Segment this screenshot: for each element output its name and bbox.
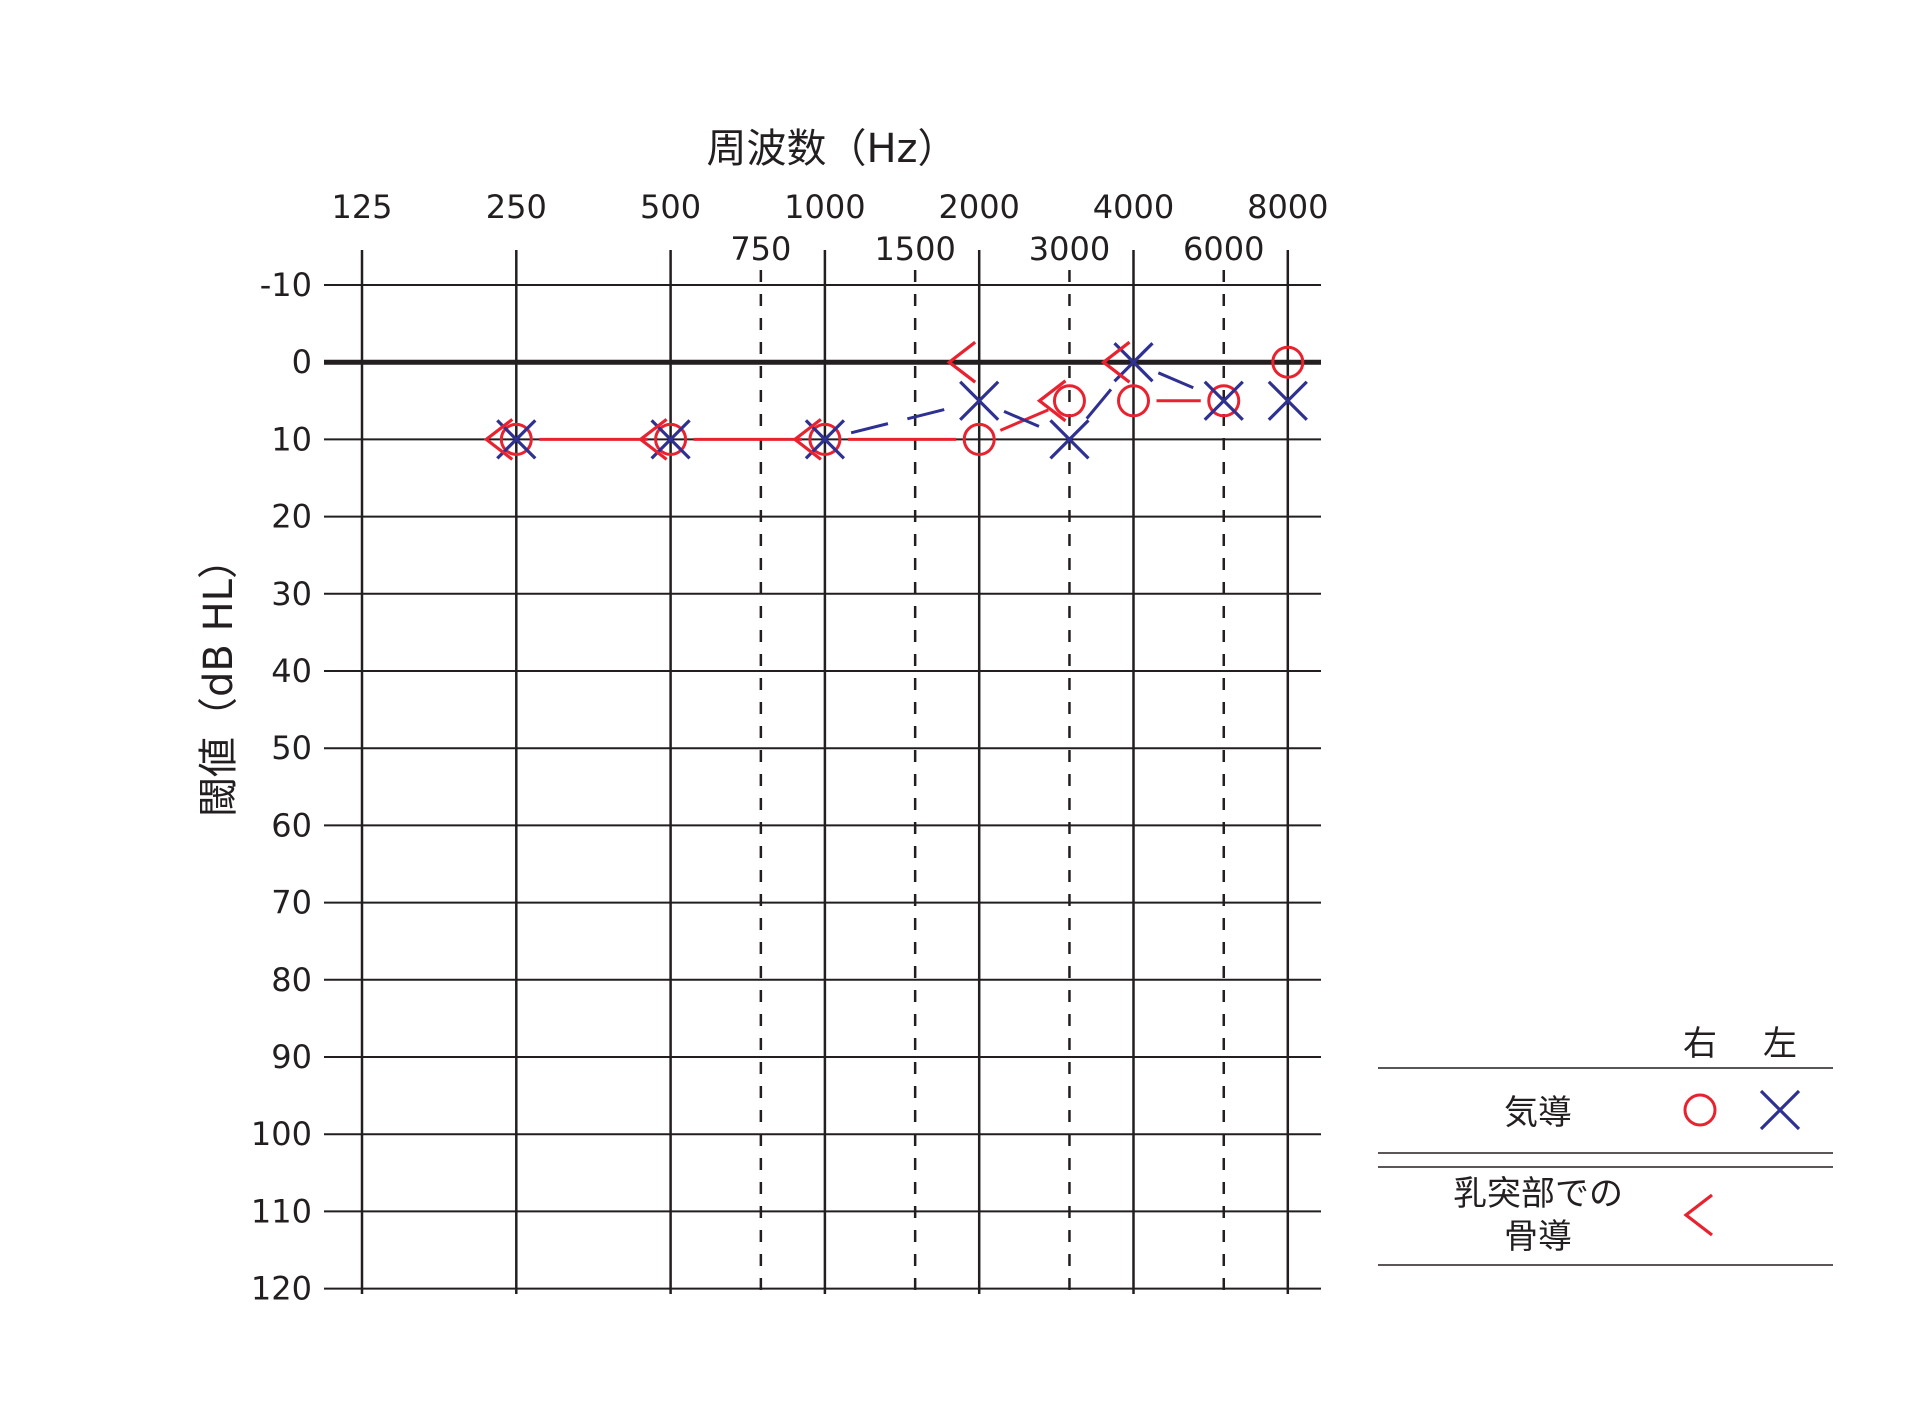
y-tick-label: 90: [271, 1038, 312, 1076]
x-tick-label: 3000: [1029, 230, 1110, 268]
marker-angle: [1036, 379, 1067, 423]
marker-circle: [962, 422, 996, 456]
series-markers: [483, 340, 1308, 461]
series-line-segment: [1003, 410, 1046, 431]
legend-row-bone-line1: 乳突部での: [1453, 1174, 1623, 1214]
series-line-segment: [1157, 371, 1200, 392]
y-tick-label: 10: [271, 420, 312, 458]
y-tick-label: 30: [271, 575, 312, 613]
legend: 右 左 気導 乳突部での 骨導: [1378, 1024, 1833, 1266]
x-tick-label: 500: [640, 188, 701, 226]
x-tick-label: 125: [331, 188, 392, 226]
x-tick-label: 250: [486, 188, 547, 226]
y-tick-label: 60: [271, 806, 312, 844]
marker-cross: [1049, 419, 1090, 460]
marker-cross: [1203, 380, 1244, 421]
marker-circle: [1271, 345, 1305, 379]
x-tick-label: 4000: [1093, 188, 1174, 226]
y-tick-label: 100: [251, 1115, 312, 1153]
legend-col-left: 左: [1763, 1024, 1797, 1064]
y-tick-label: 80: [271, 961, 312, 999]
y-tick-label: 70: [271, 884, 312, 922]
series-line-segment: [850, 405, 954, 435]
marker-circle: [499, 422, 533, 456]
x-tick-label: 1500: [874, 230, 955, 268]
y-tick-label: 110: [251, 1192, 312, 1230]
marker-angle: [483, 418, 514, 461]
y-tick-label: 120: [251, 1270, 312, 1308]
x-tick-label: 6000: [1183, 230, 1264, 268]
series-line-segment: [1085, 382, 1118, 420]
marker-circle: [1207, 384, 1241, 418]
marker-angle: [792, 418, 822, 461]
x-tick-label: 2000: [938, 188, 1019, 226]
x-axis-title: 周波数（Hz）: [706, 126, 957, 172]
y-tick-label: 40: [271, 652, 312, 690]
x-tick-labels: 125 250 500 1000 2000 4000 8000 750 1500 3000 6000: [331, 188, 1328, 268]
marker-cross: [959, 380, 1000, 421]
x-tick-label: 750: [730, 230, 791, 268]
legend-circle-mark: [1683, 1093, 1717, 1127]
x-tick-label: 1000: [784, 188, 865, 226]
legend-cross-mark: [1759, 1089, 1801, 1131]
legend-angle-icon: [1683, 1193, 1713, 1237]
legend-col-right: 右: [1683, 1024, 1717, 1064]
marker-cross: [1267, 380, 1308, 421]
y-tick-label: -10: [260, 266, 312, 304]
marker-circle: [808, 422, 842, 456]
series-lines: [539, 371, 1201, 441]
y-tick-labels: -10 0 10 20 30 40 50 60 70 80 90 100 110 120: [251, 266, 312, 1308]
marker-angle: [1100, 340, 1131, 384]
x-tick-label: 8000: [1247, 188, 1328, 226]
legend-row-air: 気導: [1504, 1093, 1572, 1133]
grid: [324, 250, 1321, 1294]
y-tick-label: 0: [292, 343, 312, 381]
marker-circle: [1052, 384, 1086, 418]
legend-row-bone-line2: 骨導: [1504, 1217, 1572, 1257]
marker-angle: [637, 418, 668, 461]
legend-angle-mark: [1683, 1193, 1713, 1237]
y-tick-label: 20: [271, 498, 312, 536]
marker-angle: [946, 340, 977, 384]
marker-circle: [654, 422, 688, 456]
legend-cross-icon: [1759, 1089, 1801, 1131]
legend-circle-icon: [1683, 1093, 1717, 1127]
y-axis-title: 閾値（dB HL）: [196, 539, 242, 817]
marker-circle: [1117, 384, 1150, 418]
y-tick-label: 50: [271, 729, 312, 767]
